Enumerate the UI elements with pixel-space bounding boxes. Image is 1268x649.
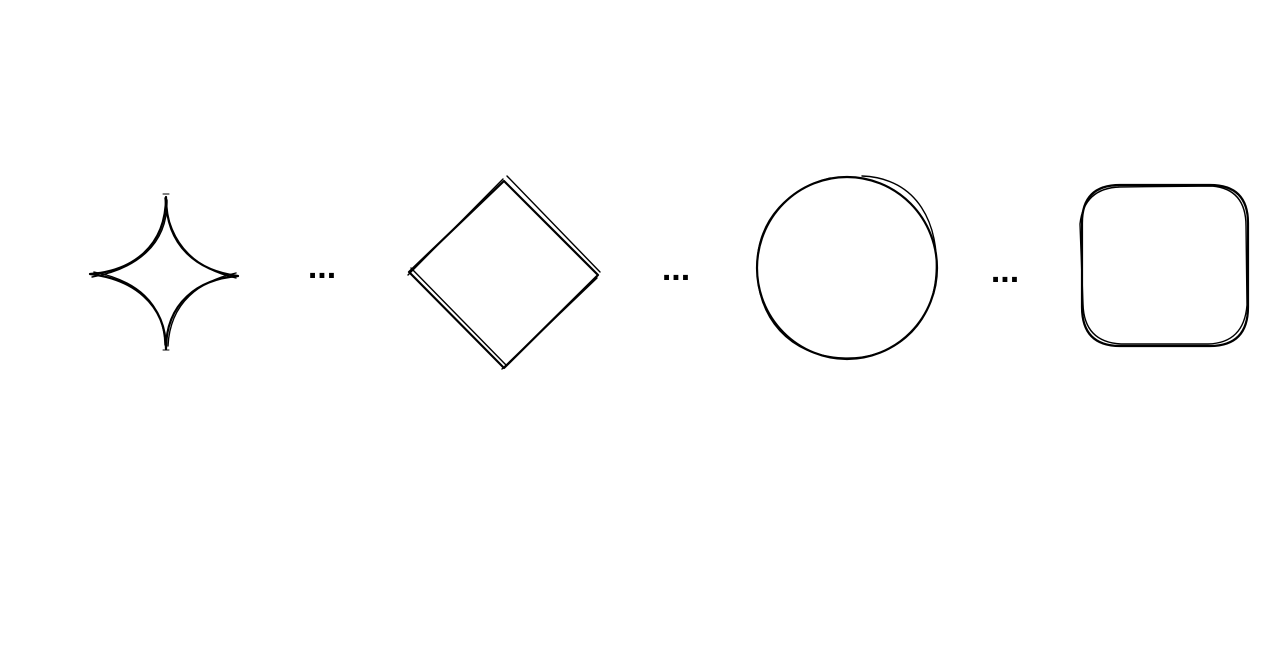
star-shape — [88, 193, 240, 351]
circle-shape — [755, 175, 939, 361]
separator-1: ... — [308, 248, 336, 286]
separator-2: ... — [662, 250, 690, 288]
diamond-shape — [407, 175, 601, 370]
separator-3: ... — [991, 252, 1019, 290]
rounded-square-shape — [1079, 183, 1250, 348]
